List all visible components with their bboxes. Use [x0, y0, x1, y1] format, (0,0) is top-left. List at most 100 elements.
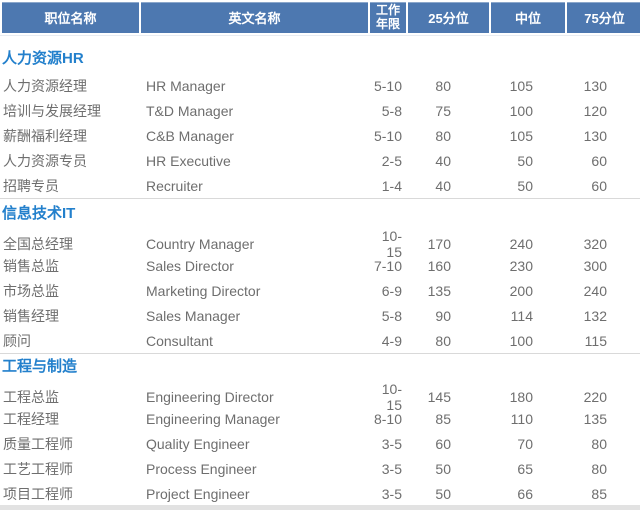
job-title-zh: 销售总监 [3, 257, 59, 274]
percentile-25: 160 [427, 257, 451, 274]
job-title-en: Process Engineer [146, 460, 257, 477]
column-header-work-years: 工作 年限 [370, 2, 406, 33]
next-table-header-edge [0, 505, 640, 510]
median-value: 100 [509, 332, 533, 349]
job-title-zh: 全国总经理 [3, 236, 73, 252]
table-row: 质量工程师 Quality Engineer 3-5 60 70 80 [0, 431, 640, 456]
percentile-25: 170 [427, 236, 451, 252]
work-years: 5-10 [373, 127, 402, 144]
table-row: 市场总监 Marketing Director 6-9 135 200 240 [0, 278, 640, 303]
job-title-zh: 顾问 [3, 332, 31, 349]
percentile-75: 115 [584, 332, 607, 349]
job-title-zh: 工程总监 [3, 389, 59, 405]
job-title-zh: 薪酬福利经理 [3, 127, 87, 144]
table-section: 信息技术IT 全国总经理 Country Manager 10-15 170 2… [0, 199, 640, 354]
percentile-75: 220 [583, 389, 607, 405]
job-title-en: Project Engineer [146, 485, 250, 502]
job-title-en: Sales Director [146, 257, 234, 274]
work-years: 2-5 [381, 152, 402, 169]
table-row: 工程经理 Engineering Manager 8-10 85 110 135 [0, 406, 640, 431]
section-rows: 全国总经理 Country Manager 10-15 170 240 320 … [0, 228, 640, 353]
median-value: 240 [509, 236, 533, 252]
percentile-25: 60 [435, 435, 451, 452]
work-years: 5-8 [381, 102, 402, 119]
percentile-75: 80 [591, 460, 607, 477]
percentile-25: 50 [435, 460, 451, 477]
section-rows: 工程总监 Engineering Director 10-15 145 180 … [0, 381, 640, 506]
work-years: 3-5 [381, 485, 402, 502]
median-value: 66 [517, 485, 533, 502]
table-row: 全国总经理 Country Manager 10-15 170 240 320 [0, 228, 640, 260]
work-years: 6-9 [381, 282, 402, 299]
job-title-en: Recruiter [146, 177, 203, 194]
table-row: 培训与发展经理 T&D Manager 5-8 75 100 120 [0, 98, 640, 123]
job-title-zh: 质量工程师 [3, 435, 73, 452]
percentile-25: 40 [435, 152, 451, 169]
percentile-25: 145 [427, 389, 451, 405]
section-title: 信息技术IT [2, 205, 76, 222]
job-title-en: HR Executive [146, 152, 231, 169]
table-row: 工艺工程师 Process Engineer 3-5 50 65 80 [0, 456, 640, 481]
percentile-75: 130 [583, 127, 607, 144]
percentile-75: 120 [583, 102, 607, 119]
job-title-en: Sales Manager [146, 307, 241, 324]
job-title-en: Consultant [146, 332, 213, 349]
work-years: 7-10 [373, 257, 402, 274]
table-row: 人力资源经理 HR Manager 5-10 80 105 130 [0, 73, 640, 98]
table-row: 顾问 Consultant 4-9 80 100 115 [0, 328, 640, 353]
work-years: 8-10 [373, 410, 402, 427]
percentile-25: 50 [435, 485, 451, 502]
table-row: 薪酬福利经理 C&B Manager 5-10 80 105 130 [0, 123, 640, 148]
job-title-zh: 工艺工程师 [3, 460, 73, 477]
job-title-zh: 人力资源经理 [3, 77, 87, 94]
job-title-en: Marketing Director [146, 282, 261, 299]
median-value: 105 [509, 127, 533, 144]
median-value: 50 [517, 152, 533, 169]
table-section: 人力资源HR 人力资源经理 HR Manager 5-10 80 105 130… [0, 36, 640, 199]
job-title-en: Quality Engineer [146, 435, 250, 452]
percentile-75: 130 [583, 77, 607, 94]
work-years: 5-10 [373, 77, 402, 94]
job-title-en: Engineering Director [146, 389, 274, 405]
median-value: 100 [509, 102, 533, 119]
table-row: 项目工程师 Project Engineer 3-5 50 66 85 [0, 481, 640, 506]
job-title-en: HR Manager [146, 77, 226, 94]
percentile-25: 80 [435, 77, 451, 94]
job-title-en: C&B Manager [146, 127, 234, 144]
work-years: 3-5 [381, 435, 402, 452]
median-value: 230 [509, 257, 533, 274]
job-title-zh: 人力资源专员 [3, 152, 87, 169]
percentile-75: 85 [591, 485, 607, 502]
median-value: 114 [510, 307, 533, 324]
column-header-english-name: 英文名称 [141, 2, 368, 33]
table-header: 职位名称 英文名称 工作 年限 25分位 中位 75分位 [0, 0, 640, 36]
column-header-75th-percentile: 75分位 [567, 2, 640, 33]
work-years: 1-4 [381, 177, 402, 194]
table-row: 招聘专员 Recruiter 1-4 40 50 60 [0, 173, 640, 198]
percentile-75: 132 [583, 307, 607, 324]
percentile-25: 85 [435, 410, 451, 427]
work-years: 10-15 [381, 381, 402, 413]
job-title-en: Country Manager [146, 236, 255, 252]
table-section: 工程与制造 工程总监 Engineering Director 10-15 14… [0, 354, 640, 506]
percentile-75: 80 [591, 435, 607, 452]
percentile-75: 300 [583, 257, 607, 274]
section-title: 人力资源HR [2, 50, 84, 67]
table-body: 人力资源HR 人力资源经理 HR Manager 5-10 80 105 130… [0, 36, 640, 506]
table-row: 工程总监 Engineering Director 10-15 145 180 … [0, 381, 640, 413]
job-title-en: T&D Manager [146, 102, 234, 119]
table-row: 人力资源专员 HR Executive 2-5 40 50 60 [0, 148, 640, 173]
percentile-25: 80 [435, 332, 451, 349]
median-value: 110 [510, 410, 533, 427]
job-title-zh: 工程经理 [3, 410, 59, 427]
median-value: 65 [517, 460, 533, 477]
job-title-zh: 销售经理 [3, 307, 59, 324]
job-title-zh: 培训与发展经理 [3, 102, 101, 119]
work-years: 3-5 [381, 460, 402, 477]
section-separator [0, 198, 640, 199]
work-years: 5-8 [381, 307, 402, 324]
job-title-zh: 市场总监 [3, 282, 59, 299]
percentile-25: 90 [435, 307, 451, 324]
job-title-zh: 招聘专员 [3, 177, 59, 194]
median-value: 200 [509, 282, 533, 299]
